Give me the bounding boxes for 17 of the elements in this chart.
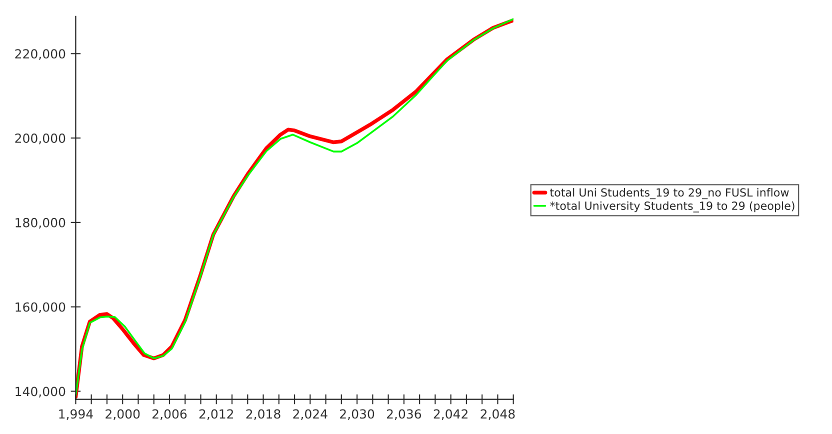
x-tick-label: 2,036	[386, 409, 422, 420]
y-tick-label: 140,000	[16, 386, 66, 398]
x-tick-label: 2,000	[106, 409, 140, 420]
x-tick-label: 2,018	[246, 409, 280, 420]
x-tick-label: 1,994	[59, 409, 93, 420]
x-tick-label: 2,012	[199, 409, 234, 420]
y-tick-label: 220,000	[15, 49, 66, 60]
y-tick-label: 200,000	[15, 134, 66, 144]
x-tick-label: 2,048	[480, 409, 515, 420]
x-tick-label: 2,024	[293, 409, 328, 420]
x-tick-label: 2,042	[434, 409, 468, 420]
legend-label: *total University Students_19 to 29 (people)	[550, 201, 794, 212]
y-tick-label: 160,000	[16, 302, 66, 314]
x-tick-label: 2,006	[152, 409, 187, 420]
y-tick-label: 180,000	[16, 218, 66, 229]
legend-label: total Uni Students_19 to 29_no FUSL inflow	[550, 188, 789, 200]
x-tick-label: 2,030	[340, 409, 374, 420]
